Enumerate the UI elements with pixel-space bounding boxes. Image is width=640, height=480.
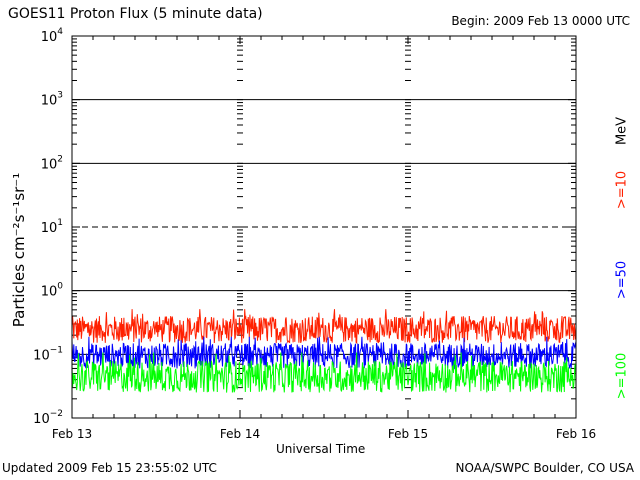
y-tick-label: 100 [41,282,64,300]
series-ge50 [71,336,577,370]
y-axis-label: Particles cm⁻²s⁻¹sr⁻¹ [10,172,28,328]
y-tick-label: 103 [41,91,63,109]
y-tick-label: 102 [41,154,63,172]
legend-ge50: >=50 [614,260,630,300]
unit-label: MeV [614,116,630,146]
y-tick-label: 104 [41,27,64,45]
y-tick-label: 10−1 [33,345,63,363]
x-tick-label: Feb 13 [52,427,92,441]
x-tick-label: Feb 16 [556,427,596,441]
series-ge10 [71,309,577,344]
series-ge100 [71,352,577,393]
begin-date: Begin: 2009 Feb 13 0000 UTC [451,14,630,28]
legend-ge100: >=100 [614,352,630,400]
x-tick-label: Feb 15 [388,427,428,441]
y-tick-label: 10−2 [33,409,63,427]
x-tick-labels: Feb 13 Feb 14 Feb 15 Feb 16 [52,427,596,441]
series-layer [71,309,577,393]
y-tick-labels: 104 103 102 101 100 10−1 10−2 [33,27,63,427]
x-axis-title: Universal Time [276,442,366,456]
credit-text: NOAA/SWPC Boulder, CO USA [455,461,634,475]
y-tick-label: 101 [41,218,63,236]
legend-ge10: >=10 [614,170,630,210]
x-tick-label: Feb 14 [220,427,260,441]
chart-title: GOES11 Proton Flux (5 minute data) [8,6,263,22]
plot-frame [71,35,577,419]
updated-timestamp: Updated 2009 Feb 15 23:55:02 UTC [2,461,217,475]
